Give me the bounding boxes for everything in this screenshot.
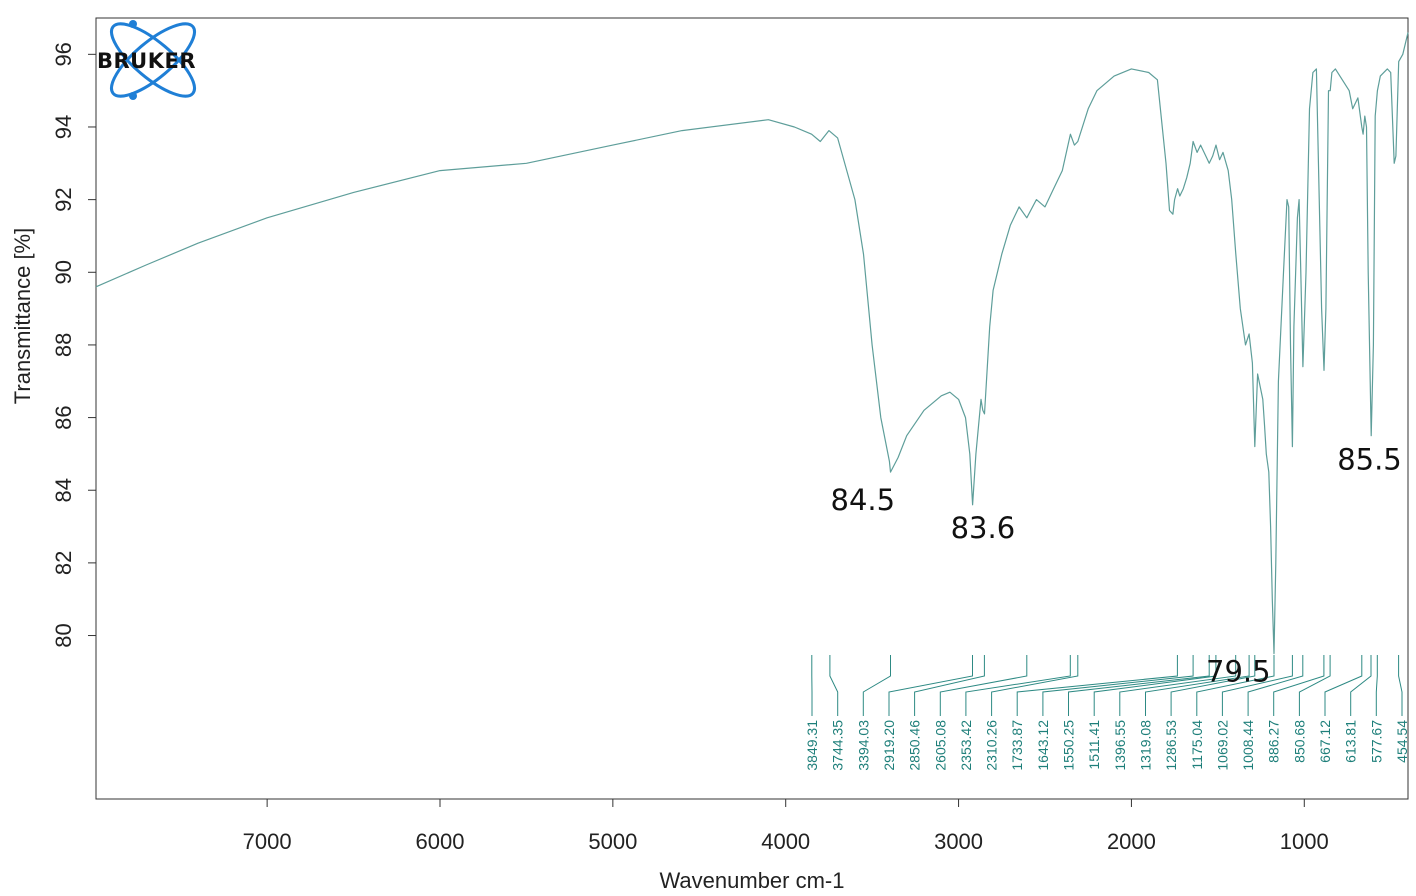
peak-label: 2310.26: [984, 720, 1000, 771]
y-tick-label: 80: [51, 623, 76, 647]
peak-leader-line: [1247, 655, 1304, 716]
x-axis-label: Wavenumber cm-1: [659, 868, 844, 893]
peak-labels: 3849.31 3744.35 3394.03 2919.20 2850.46 2605.…: [804, 655, 1410, 771]
peak-label: 1396.55: [1112, 720, 1128, 771]
logo-orbit-1: [110, 22, 196, 98]
x-tick-label: 3000: [934, 829, 983, 854]
peak-label: 2353.42: [958, 720, 974, 771]
peak-label: 1008.44: [1240, 720, 1256, 771]
spectrum-line: [95, 32, 1409, 655]
peak-leader-line: [1350, 655, 1372, 716]
peak-leader-line: [1273, 655, 1325, 716]
peak-leader-line: [862, 655, 891, 716]
value-annotation: 83.6: [951, 511, 1016, 545]
logo-dot-bottom: [129, 92, 137, 100]
y-tick-label: 86: [51, 405, 76, 429]
peak-leader-line: [1324, 655, 1363, 716]
y-tick-label: 92: [51, 187, 76, 211]
logo-text: BRUKER: [97, 49, 196, 73]
y-tick-label: 94: [51, 115, 76, 139]
peak-leader-line: [1298, 655, 1331, 716]
peak-label: 454.54: [1394, 720, 1410, 763]
peak-label: 850.68: [1291, 720, 1307, 763]
x-axis: 7000 6000 5000 4000 3000 2000 1000: [243, 799, 1329, 854]
logo-orbit-2: [110, 22, 196, 98]
x-tick-label: 4000: [761, 829, 810, 854]
x-tick-label: 5000: [588, 829, 637, 854]
peak-leader-line: [829, 655, 839, 716]
y-tick-label: 84: [51, 478, 76, 502]
peak-label: 2605.08: [932, 720, 948, 771]
peak-leader-line: [1170, 655, 1256, 716]
peak-leader-line: [965, 655, 1071, 716]
peak-label: 1175.04: [1189, 720, 1205, 770]
peak-label: 577.67: [1368, 720, 1384, 763]
peak-leader-line: [1398, 655, 1403, 716]
peak-leader-line: [1145, 655, 1250, 716]
annotations: 84.5 83.6 79.5 85.5: [831, 443, 1402, 689]
peak-label: 1286.53: [1163, 720, 1179, 771]
peak-leader-line: [888, 655, 973, 716]
logo-dot-top: [129, 20, 137, 28]
y-tick-label: 90: [51, 260, 76, 284]
peak-leader-line: [1221, 655, 1293, 716]
x-tick-label: 7000: [243, 829, 292, 854]
peak-label: 1511.41: [1086, 720, 1102, 770]
y-tick-label: 88: [51, 333, 76, 357]
peak-label: 1733.87: [1009, 720, 1025, 771]
peak-leader-line: [991, 655, 1079, 716]
peak-leader-line: [914, 655, 985, 716]
y-axis: 80 82 84 86 88 90 92 94 96: [51, 42, 96, 648]
peak-leader-line: [1016, 655, 1178, 716]
peak-leader-line: [1375, 655, 1378, 716]
peak-label: 1069.02: [1214, 720, 1230, 771]
value-annotation: 79.5: [1206, 655, 1271, 689]
peak-label: 1550.25: [1061, 720, 1077, 771]
x-tick-label: 2000: [1107, 829, 1156, 854]
value-annotation: 85.5: [1337, 443, 1402, 477]
peak-leader-line: [1042, 655, 1194, 716]
plot-frame: [95, 17, 1409, 800]
peak-leader-line: [1068, 655, 1210, 716]
peak-label: 2850.46: [907, 720, 923, 771]
x-tick-label: 6000: [416, 829, 465, 854]
peak-label: 3394.03: [855, 720, 871, 771]
value-annotation: 84.5: [831, 483, 896, 517]
peak-label: 613.81: [1343, 720, 1359, 763]
spectrum-series: [95, 32, 1409, 655]
y-tick-label: 96: [51, 42, 76, 66]
y-tick-label: 82: [51, 551, 76, 575]
peak-leader-line: [1119, 655, 1237, 716]
y-axis-label: Transmittance [%]: [10, 228, 35, 404]
peak-label: 667.12: [1317, 720, 1333, 763]
peak-label: 3744.35: [830, 720, 846, 771]
peak-leader-line: [939, 655, 1028, 716]
peak-label: 886.27: [1266, 720, 1282, 763]
peak-label: 1319.08: [1138, 720, 1154, 771]
x-tick-label: 1000: [1280, 829, 1329, 854]
peak-label: 3849.31: [804, 720, 820, 771]
peak-leader-line: [1093, 655, 1217, 716]
bruker-logo: BRUKER: [97, 20, 196, 100]
peak-leader-line: [1196, 655, 1275, 716]
peak-label: 2919.20: [881, 720, 897, 771]
peak-label: 1643.12: [1035, 720, 1051, 771]
